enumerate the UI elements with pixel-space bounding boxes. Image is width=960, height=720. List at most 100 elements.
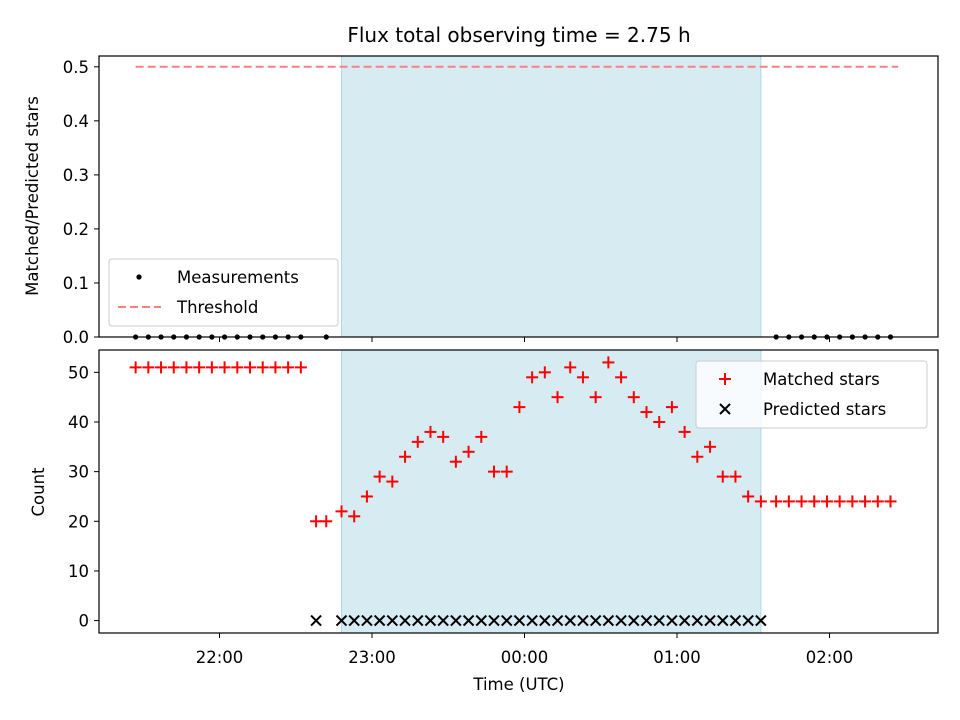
- matched-star-point: [244, 361, 256, 374]
- legend-matched-marker: [719, 373, 731, 385]
- x-tick-label: 02:00: [806, 648, 854, 667]
- predicted-star-point: [513, 614, 526, 627]
- matched-star-point: [500, 465, 513, 478]
- top-y-tick-label: 0.2: [63, 220, 89, 239]
- matched-star-point: [729, 470, 742, 483]
- x-tick-label: 00:00: [501, 648, 549, 667]
- matched-star-point: [386, 475, 399, 488]
- matched-star-point: [310, 515, 323, 528]
- predicted-star-point: [412, 614, 424, 627]
- matched-star-point: [820, 495, 833, 508]
- matched-star-point: [513, 401, 526, 414]
- bottom-y-tick-label: 0: [79, 612, 90, 631]
- matched-star-point: [205, 361, 218, 374]
- predicted-star-point: [310, 614, 322, 627]
- matched-star-point: [180, 361, 193, 374]
- matched-star-point: [551, 391, 564, 404]
- predicted-star-point: [653, 614, 665, 627]
- matched-star-point: [475, 430, 488, 443]
- matched-star-point: [576, 371, 589, 384]
- matched-star-point: [704, 440, 717, 453]
- matched-star-point: [348, 510, 361, 523]
- matched-star-point: [437, 430, 450, 443]
- bottom-shaded-span: [341, 349, 762, 634]
- matched-star-point: [589, 391, 602, 404]
- matched-star-point: [859, 495, 872, 508]
- matched-star-point: [665, 401, 678, 414]
- predicted-star-point: [348, 614, 360, 627]
- matched-star-point: [411, 435, 424, 448]
- predicted-star-point: [577, 614, 589, 627]
- predicted-star-point: [628, 614, 640, 627]
- predicted-star-point: [691, 614, 704, 627]
- bottom-panel: 0 10 20 30 40 50 22:00 23:00 00:00 01:00 02:00 Co…: [29, 349, 939, 694]
- bottom-plot-frame: [98, 349, 939, 634]
- legend-matched-label: Matched stars: [763, 370, 880, 389]
- matched-star-point: [742, 490, 755, 503]
- matched-star-point: [526, 371, 539, 384]
- predicted-star-point: [755, 614, 767, 627]
- predicted-star-point: [399, 614, 411, 627]
- top-panel: 0.0 0.1 0.2 0.3 0.4 0.5 Matched/Predicted sta…: [23, 55, 939, 347]
- predicted-star-point: [386, 614, 399, 627]
- legend-predicted-marker: [719, 403, 731, 415]
- matched-star-point: [424, 425, 437, 438]
- matched-star-point: [399, 450, 412, 463]
- matched-star-point: [691, 450, 704, 463]
- predicted-star-point: [589, 614, 602, 627]
- predicted-star-point: [666, 614, 678, 627]
- matched-star-point: [627, 391, 640, 404]
- matched-star-point: [538, 366, 551, 379]
- predicted-star-point: [488, 614, 500, 627]
- predicted-star-point: [704, 614, 716, 627]
- legend-measurements-label: Measurements: [177, 268, 299, 287]
- matched-star-point: [155, 361, 168, 374]
- matched-star-point: [167, 361, 180, 374]
- matched-star-point: [129, 361, 142, 374]
- legend-predicted-label: Predicted stars: [763, 400, 886, 419]
- matched-star-point: [282, 361, 295, 374]
- predicted-star-point: [729, 614, 742, 627]
- matched-star-point: [782, 495, 795, 508]
- matched-star-point: [770, 495, 783, 508]
- top-y-tick-label: 0.4: [63, 112, 89, 131]
- matched-star-point: [871, 495, 884, 508]
- matched-star-point: [462, 445, 475, 458]
- predicted-star-point: [640, 614, 653, 627]
- top-shaded-span: [341, 55, 762, 338]
- predicted-star-point: [551, 614, 564, 627]
- bottom-y-tick-label: 30: [68, 463, 89, 482]
- bottom-y-tick-label: 10: [68, 562, 89, 581]
- predicted-star-point: [373, 614, 386, 627]
- matched-star-point: [269, 361, 282, 374]
- legend-threshold-label: Threshold: [176, 298, 258, 317]
- matched-star-point: [716, 470, 729, 483]
- top-legend: Measurements Threshold: [108, 258, 339, 327]
- predicted-star-point: [361, 614, 373, 627]
- top-y-axis-label: Matched/Predicted stars: [23, 96, 42, 296]
- predicted-star-point: [717, 614, 729, 627]
- matched-star-point: [256, 361, 269, 374]
- matched-star-point: [231, 361, 244, 374]
- matched-star-point: [564, 361, 577, 374]
- matched-star-point: [602, 356, 615, 369]
- predicted-star-point: [602, 614, 615, 627]
- matched-star-point: [488, 465, 500, 478]
- x-axis-label: Time (UTC): [472, 675, 564, 694]
- legend-measurements-marker: [136, 274, 142, 280]
- predicted-star-point: [424, 614, 437, 627]
- chart-title: Flux total observing time = 2.75 h: [347, 23, 690, 47]
- matched-star-point: [320, 515, 333, 528]
- predicted-star-point: [564, 614, 576, 627]
- matched-star-point: [449, 455, 462, 468]
- predicted-star-point: [437, 614, 449, 627]
- predicted-star-point: [526, 614, 538, 627]
- matched-star-point: [615, 371, 628, 384]
- top-y-tick-label: 0.3: [63, 166, 89, 185]
- bottom-legend: Matched stars Predicted stars: [695, 360, 928, 429]
- top-plot-frame: [98, 55, 939, 338]
- x-tick-label: 01:00: [653, 648, 701, 667]
- matched-star-point: [142, 361, 155, 374]
- matched-star-point: [653, 415, 666, 428]
